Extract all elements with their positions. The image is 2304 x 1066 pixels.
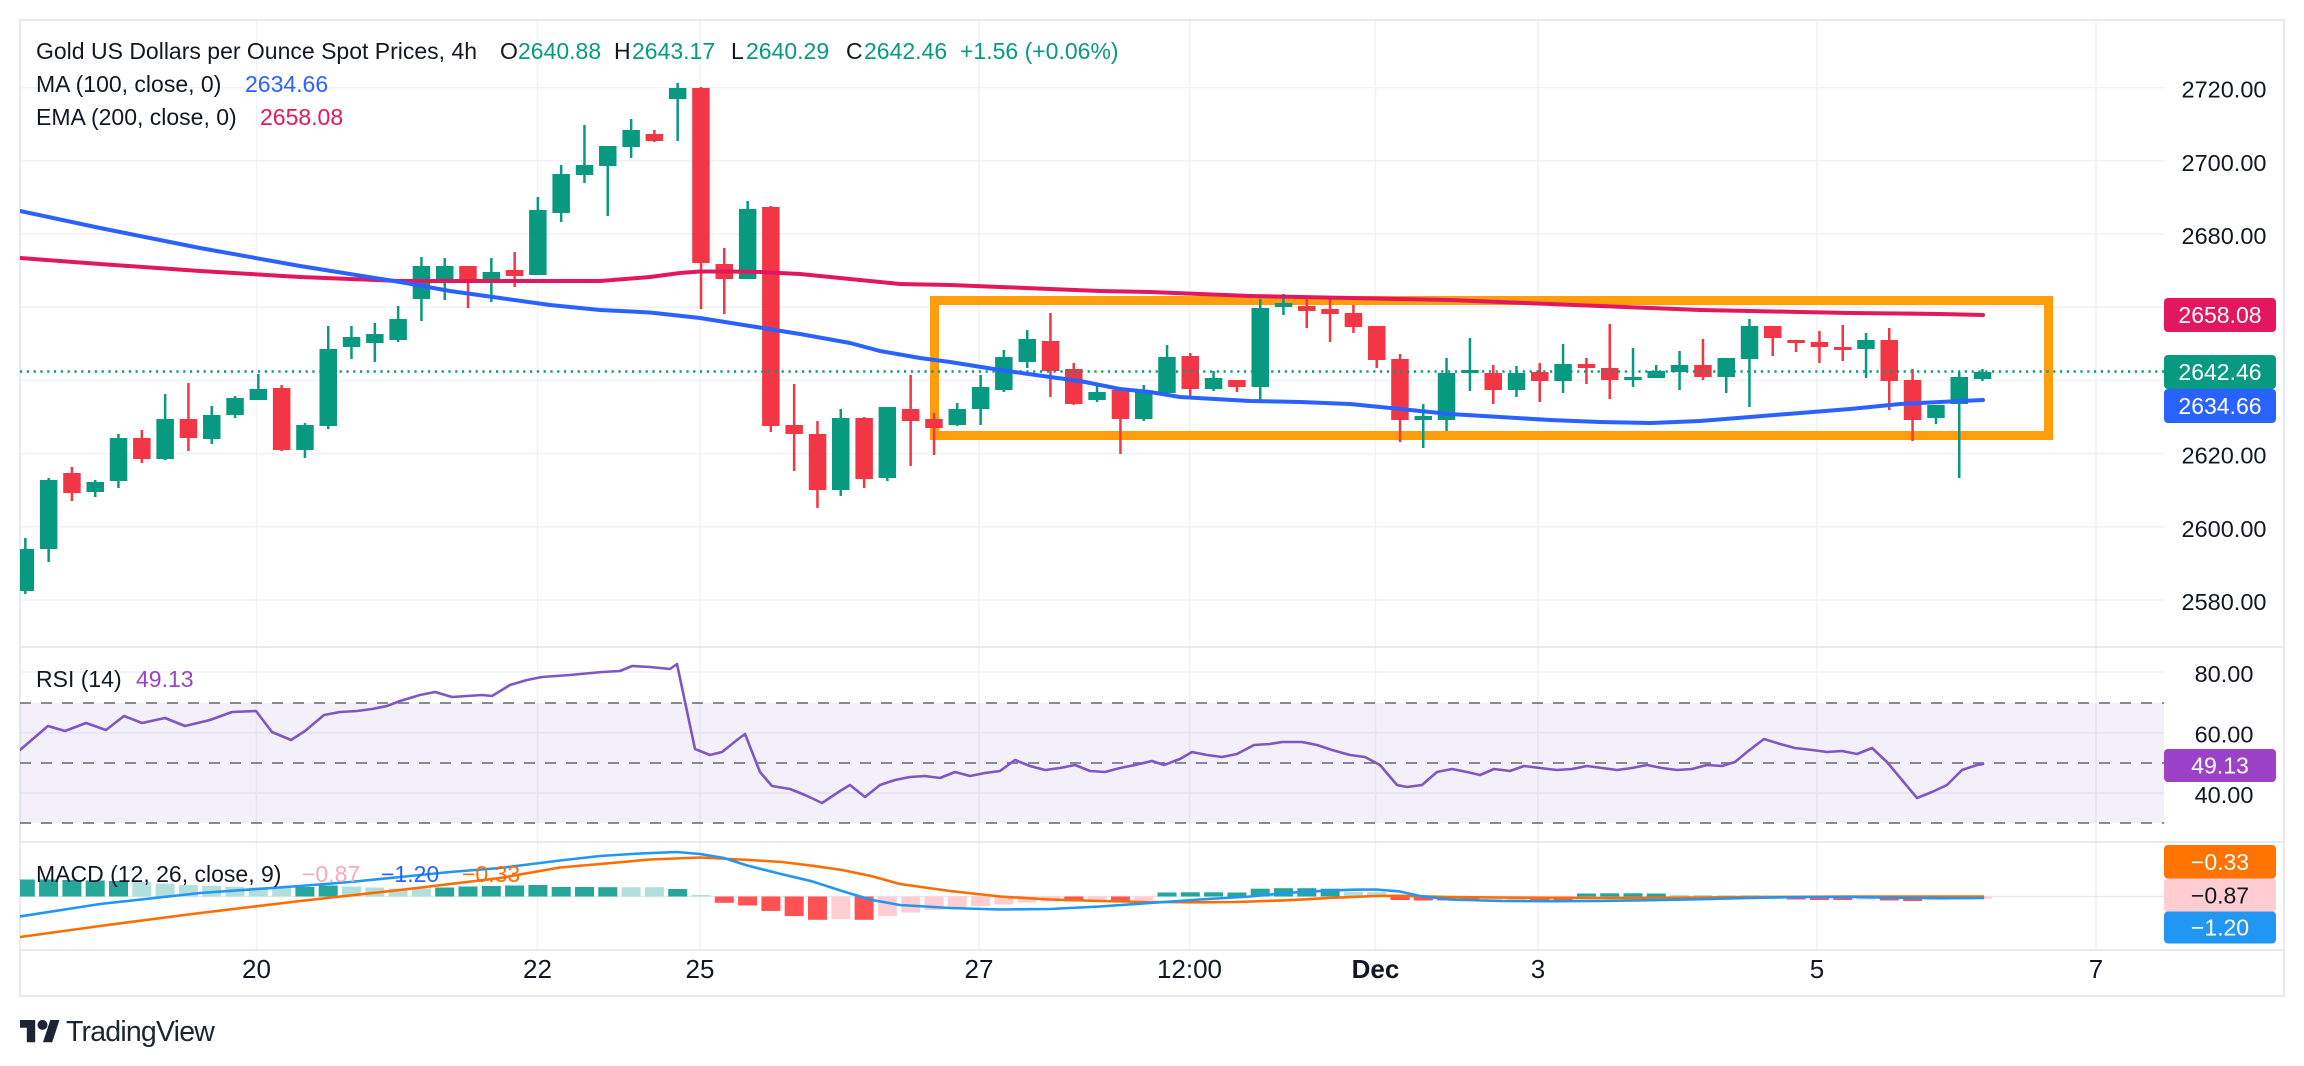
svg-text:27: 27	[965, 954, 994, 984]
svg-text:2700.00: 2700.00	[2182, 150, 2267, 176]
svg-text:Gold US Dollars per Ounce Spot: Gold US Dollars per Ounce Spot Prices, 4…	[36, 38, 477, 64]
svg-text:7: 7	[2089, 954, 2103, 984]
svg-text:2640.29: 2640.29	[746, 38, 829, 64]
svg-text:49.13: 49.13	[136, 666, 194, 692]
svg-text:2658.08: 2658.08	[260, 104, 343, 130]
svg-text:2642.46: 2642.46	[864, 38, 947, 64]
svg-text:2580.00: 2580.00	[2182, 589, 2267, 615]
svg-text:49.13: 49.13	[2191, 753, 2249, 779]
svg-text:−0.33: −0.33	[462, 861, 520, 887]
svg-text:25: 25	[686, 954, 715, 984]
svg-text:20: 20	[242, 954, 271, 984]
svg-text:40.00: 40.00	[2195, 782, 2254, 808]
svg-text:60.00: 60.00	[2195, 722, 2254, 748]
svg-text:2720.00: 2720.00	[2182, 77, 2267, 103]
svg-text:MA (100, close, 0): MA (100, close, 0)	[36, 71, 221, 97]
svg-text:Dec: Dec	[1352, 954, 1400, 984]
svg-text:C: C	[846, 38, 863, 64]
svg-text:2642.46: 2642.46	[2178, 359, 2261, 385]
svg-text:RSI (14): RSI (14)	[36, 666, 122, 692]
svg-text:−0.33: −0.33	[2191, 849, 2249, 875]
svg-text:O: O	[500, 38, 518, 64]
svg-text:2658.08: 2658.08	[2178, 302, 2261, 328]
svg-text:−0.87: −0.87	[2191, 883, 2249, 909]
svg-text:+1.56 (+0.06%): +1.56 (+0.06%)	[960, 38, 1119, 64]
svg-text:5: 5	[1810, 954, 1824, 984]
svg-text:2643.17: 2643.17	[632, 38, 715, 64]
svg-text:2634.66: 2634.66	[2178, 393, 2261, 419]
svg-text:−1.20: −1.20	[2191, 915, 2249, 941]
svg-text:2680.00: 2680.00	[2182, 223, 2267, 249]
svg-text:−1.20: −1.20	[381, 861, 439, 887]
svg-text:2634.66: 2634.66	[245, 71, 328, 97]
svg-text:H: H	[614, 38, 631, 64]
svg-text:MACD (12, 26, close, 9): MACD (12, 26, close, 9)	[36, 861, 281, 887]
svg-text:12:00: 12:00	[1157, 954, 1222, 984]
svg-text:TradingView: TradingView	[66, 1016, 215, 1048]
svg-text:L: L	[731, 38, 744, 64]
svg-text:2600.00: 2600.00	[2182, 516, 2267, 542]
svg-text:80.00: 80.00	[2195, 661, 2254, 687]
svg-text:−0.87: −0.87	[302, 861, 360, 887]
svg-text:2620.00: 2620.00	[2182, 443, 2267, 469]
svg-text:2640.88: 2640.88	[518, 38, 601, 64]
svg-text:3: 3	[1531, 954, 1545, 984]
svg-text:22: 22	[523, 954, 552, 984]
svg-text:EMA (200, close, 0): EMA (200, close, 0)	[36, 104, 237, 130]
